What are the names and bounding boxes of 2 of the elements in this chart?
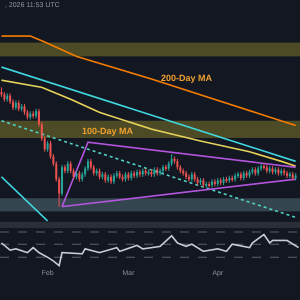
annotation: 100-Day MA [82, 126, 134, 136]
text: 200-Day MA [161, 73, 213, 83]
